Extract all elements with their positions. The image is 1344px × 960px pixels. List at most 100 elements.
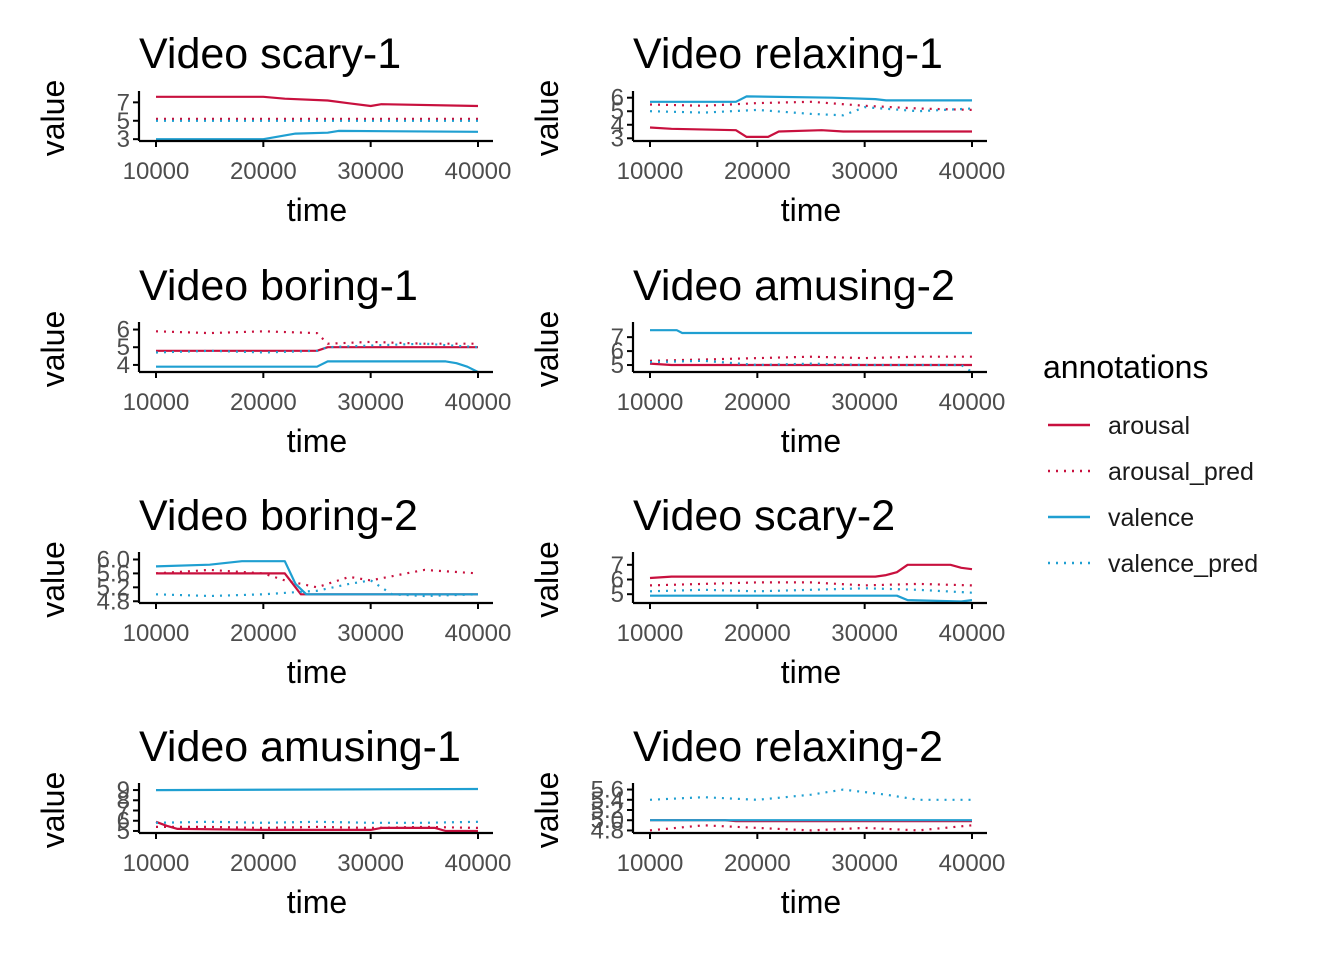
y-tick-label: 4.8: [591, 817, 624, 844]
panel-title: Video amusing-1: [139, 723, 461, 771]
panel-video-boring-1: Video boring-1 10000 20000 30000 40000 456 tim…: [35, 262, 511, 459]
panel-title: Video scary-2: [633, 492, 895, 540]
y-tick-label: 6.0: [97, 546, 130, 573]
series-valence-pred: [649, 106, 973, 117]
series-valence: [650, 329, 972, 335]
legend-item-valence-pred: valence_pred: [1048, 550, 1258, 578]
x-tick-label: 20000: [724, 389, 791, 416]
x-tick-label: 10000: [123, 850, 190, 877]
x-tick-label: 10000: [123, 158, 190, 185]
panel-title: Video relaxing-1: [633, 30, 943, 78]
y-tick-label: 5: [611, 98, 624, 125]
x-tick-label: 30000: [337, 850, 404, 877]
series-valence: [650, 594, 973, 603]
x-tick-label: 10000: [617, 389, 684, 416]
x-tick-label: 30000: [831, 389, 898, 416]
x-axis-title: time: [287, 884, 347, 920]
y-axis-title: value: [35, 80, 71, 157]
legend-item-arousal: arousal: [1048, 412, 1190, 440]
series-arousal: [156, 95, 479, 108]
series-valence: [155, 787, 479, 792]
panel-video-scary-2: Video scary-2 10000 20000 30000 40000 567 time…: [529, 492, 1005, 690]
x-tick-label: 10000: [123, 389, 190, 416]
x-tick-label: 20000: [724, 158, 791, 185]
series-arousal-pred: [155, 330, 478, 345]
panel-title: Video relaxing-2: [633, 723, 943, 771]
series-valence-pred: [649, 788, 972, 801]
y-axis-title: value: [35, 772, 71, 849]
legend-item-arousal-pred: arousal_pred: [1048, 458, 1254, 486]
y-tick-label: 6: [611, 85, 624, 112]
y-tick-label: 7: [611, 324, 624, 351]
panel-video-scary-1: Video scary-1 10000 20000 30000 40000 357 time…: [35, 30, 511, 228]
x-axis-title: time: [287, 654, 347, 690]
series-arousal: [649, 563, 973, 580]
x-tick-label: 10000: [617, 620, 684, 647]
x-tick-label: 30000: [337, 389, 404, 416]
legend-title: annotations: [1043, 349, 1208, 385]
series-valence: [156, 360, 479, 373]
series-arousal-pred: [649, 581, 973, 587]
series-valence: [155, 560, 478, 596]
y-tick-label: 5.6: [97, 560, 130, 587]
y-tick-label: 3: [611, 125, 624, 152]
x-axis-title: time: [781, 192, 841, 228]
x-tick-label: 10000: [123, 620, 190, 647]
x-tick-label: 40000: [445, 389, 512, 416]
x-axis-title: time: [781, 654, 841, 690]
y-axis-title: value: [529, 311, 565, 388]
x-axis-title: time: [781, 423, 841, 459]
y-axis-title: value: [35, 311, 71, 388]
x-tick-label: 20000: [230, 850, 297, 877]
x-tick-label: 40000: [445, 850, 512, 877]
x-tick-label: 30000: [337, 620, 404, 647]
legend-label-arousal-pred: arousal_pred: [1108, 458, 1254, 486]
x-tick-label: 40000: [445, 158, 512, 185]
legend-label-valence: valence: [1108, 504, 1194, 532]
x-axis-title: time: [287, 423, 347, 459]
series-arousal: [649, 126, 972, 138]
y-tick-label: 9: [117, 777, 130, 804]
panel-title: Video boring-1: [139, 262, 418, 310]
x-tick-label: 10000: [617, 850, 684, 877]
y-tick-label: 5.0: [591, 807, 624, 834]
y-tick-label: 5: [117, 334, 130, 361]
panel-video-amusing-1: Video amusing-1 10000 20000 30000 40000 56789…: [35, 723, 511, 920]
y-tick-label: 7: [611, 552, 624, 579]
y-tick-label: 8: [117, 787, 130, 814]
y-axis-title: value: [529, 80, 565, 157]
y-axis-title: value: [35, 541, 71, 618]
series-arousal-pred: [156, 825, 479, 830]
y-tick-label: 4: [117, 352, 130, 379]
y-tick-label: 4.8: [97, 588, 130, 615]
series-arousal-pred: [649, 824, 973, 832]
y-tick-label: 5.4: [591, 787, 624, 814]
y-tick-label: 6: [611, 567, 624, 594]
y-tick-label: 5: [611, 352, 624, 379]
x-tick-label: 20000: [230, 158, 297, 185]
x-tick-label: 20000: [230, 389, 297, 416]
x-tick-label: 40000: [939, 620, 1006, 647]
panel-video-amusing-2: Video amusing-2 10000 20000 30000 40000 567 ti…: [529, 262, 1005, 459]
panel-title: Video amusing-2: [633, 262, 955, 310]
x-tick-label: 40000: [445, 620, 512, 647]
y-tick-label: 5.6: [591, 777, 624, 804]
series-arousal: [155, 820, 478, 833]
y-tick-label: 5: [117, 818, 130, 845]
x-tick-label: 30000: [831, 620, 898, 647]
panel-title: Video scary-1: [139, 30, 401, 78]
y-tick-label: 6: [117, 808, 130, 835]
panel-title: Video boring-2: [139, 492, 418, 540]
y-axis-title: value: [529, 541, 565, 618]
x-axis-title: time: [287, 192, 347, 228]
y-tick-label: 5: [117, 108, 130, 135]
y-tick-label: 6: [117, 317, 130, 344]
x-tick-label: 20000: [724, 850, 791, 877]
y-tick-label: 4: [611, 112, 624, 139]
x-tick-label: 40000: [939, 158, 1006, 185]
panel-video-relaxing-1: Video relaxing-1 10000 20000 30000 40000 3456…: [529, 30, 1005, 228]
series-valence: [650, 95, 972, 103]
series-valence-pred: [649, 587, 973, 594]
